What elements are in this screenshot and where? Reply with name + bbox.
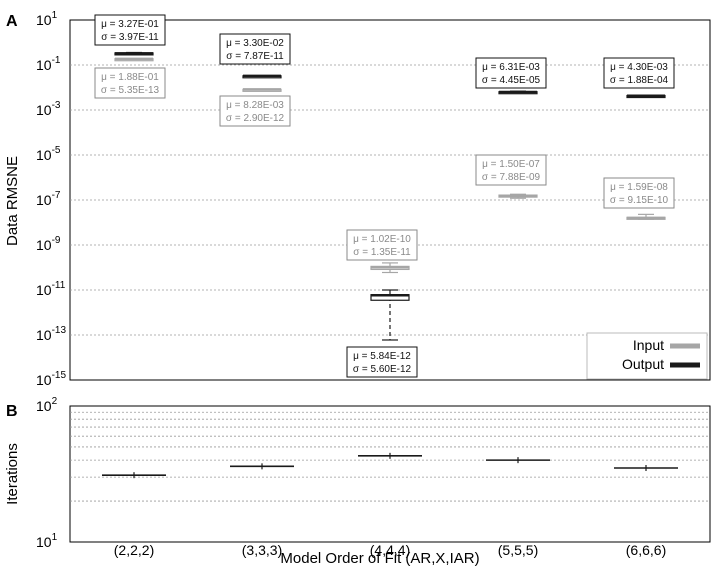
- panel-a-tick-label: 10-5: [36, 145, 61, 163]
- stat-sigma-label: σ = 7.87E-11: [226, 51, 284, 62]
- stat-mu-label: μ = 5.84E-12: [353, 351, 411, 362]
- x-tick-label: (6,6,6): [626, 542, 666, 558]
- stat-annotation-box: [475, 57, 547, 89]
- panel-b-chart: 101 102 (2,2,2) (3,3,3) (4,4,4) (5,5,5) (6,6,6…: [36, 396, 711, 558]
- legend: Input Output: [586, 332, 708, 380]
- panel-b-label: B: [6, 403, 18, 420]
- stat-annotation-box: [94, 67, 166, 99]
- panel-a-tick-label: 10-3: [36, 100, 61, 118]
- stat-mu-label: μ = 1.02E-10: [353, 234, 411, 245]
- stat-annotation-box: [475, 154, 547, 186]
- stat-mu-label: μ = 3.27E-01: [101, 19, 159, 30]
- legend-box: [586, 332, 708, 380]
- stat-annotation-box: [219, 95, 291, 127]
- panel-a-tick-label: 10-9: [36, 235, 61, 253]
- legend-output-label: Output: [622, 356, 664, 372]
- panel-a-tick-label: 101: [36, 10, 58, 28]
- x-tick-label: (3,3,3): [242, 542, 282, 558]
- panel-a-tick-label: 10-1: [36, 55, 61, 73]
- stat-mu-label: μ = 4.30E-03: [610, 62, 668, 73]
- stat-sigma-label: σ = 1.88E-04: [610, 75, 669, 86]
- stat-mu-label: μ = 3.30E-02: [226, 38, 284, 49]
- panel-a-label: A: [6, 13, 18, 30]
- stat-sigma-label: σ = 7.88E-09: [482, 172, 541, 183]
- stat-sigma-label: σ = 3.97E-11: [101, 32, 159, 43]
- stat-sigma-label: σ = 5.35E-13: [101, 85, 160, 96]
- stat-annotation-box: [346, 346, 418, 378]
- panel-b-frame: [69, 405, 711, 543]
- panel-a-chart: 101 10-1 10-3 10-5 10-7 10-9 10-11 10-13 10-15 μ …: [36, 10, 711, 388]
- stat-sigma-label: σ = 1.35E-11: [353, 247, 411, 258]
- stat-sigma-label: σ = 4.45E-05: [482, 75, 541, 86]
- stat-mu-label: μ = 8.28E-03: [226, 100, 284, 111]
- x-tick-label: (2,2,2): [114, 542, 154, 558]
- panel-a-tick-label: 10-15: [36, 370, 66, 388]
- stat-mu-label: μ = 6.31E-03: [482, 62, 540, 73]
- panel-b-tick-label: 101: [36, 532, 58, 550]
- panel-a-ylabel: Data RMSNE: [4, 156, 21, 246]
- panel-a-tick-label: 10-13: [36, 325, 66, 343]
- panel-b-tick-label: 102: [36, 396, 58, 414]
- panel-a-tick-label: 10-7: [36, 190, 61, 208]
- stat-annotation-box: [219, 33, 291, 65]
- panel-a-tick-label: 10-11: [36, 280, 66, 298]
- stat-annotation-box: [94, 14, 166, 46]
- stat-mu-label: μ = 1.50E-07: [482, 159, 540, 170]
- x-tick-label: (4,4,4): [370, 542, 410, 558]
- legend-input-label: Input: [633, 337, 664, 353]
- stat-mu-label: μ = 1.88E-01: [101, 72, 159, 83]
- stat-mu-label: μ = 1.59E-08: [610, 182, 668, 193]
- x-tick-label: (5,5,5): [498, 542, 538, 558]
- x-axis-label: Model Order of Fit (AR,X,IAR): [280, 550, 479, 567]
- stat-sigma-label: σ = 2.90E-12: [226, 113, 285, 124]
- stat-sigma-label: σ = 9.15E-10: [610, 195, 669, 206]
- panel-b-ylabel: Iterations: [4, 443, 21, 505]
- stat-annotation-box: [346, 229, 418, 261]
- stat-annotation-box: [603, 177, 675, 209]
- stat-sigma-label: σ = 5.60E-12: [353, 364, 412, 375]
- stat-annotation-box: [603, 57, 675, 89]
